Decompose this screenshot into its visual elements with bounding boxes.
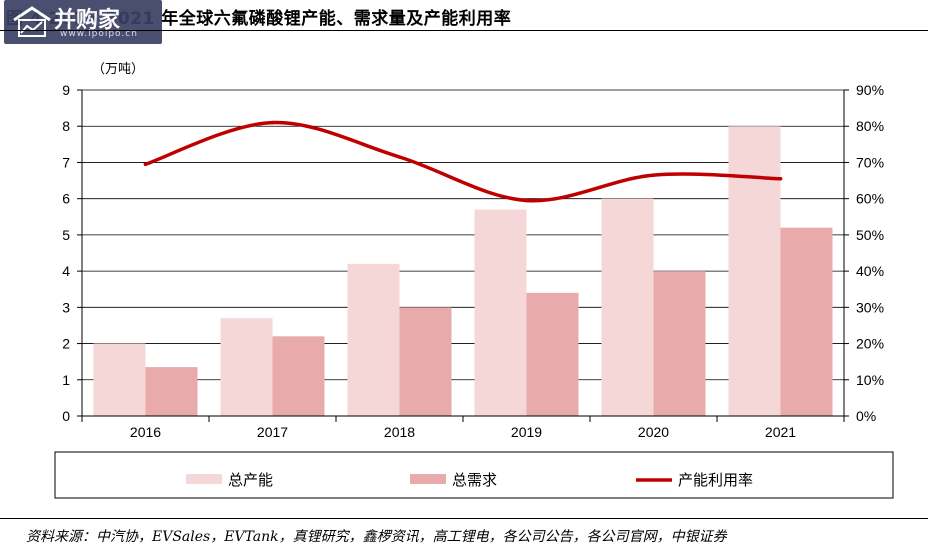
bar-demand-2020 xyxy=(653,271,706,416)
title-divider xyxy=(0,30,928,31)
y-left-tick-label: 1 xyxy=(62,372,70,388)
y-right-tick-label: 30% xyxy=(856,299,884,315)
legend-label-1: 总需求 xyxy=(452,472,497,489)
tick-labels-group: 01234567890%10%20%30%40%50%60%70%80%90%2… xyxy=(62,82,884,440)
utilization-point-2016 xyxy=(143,162,148,167)
house-chart-icon xyxy=(13,6,51,37)
y-right-tick-label: 90% xyxy=(856,82,884,98)
x-tick-label: 2019 xyxy=(511,424,542,440)
y-right-tick-label: 0% xyxy=(856,408,876,424)
x-tick-label: 2017 xyxy=(257,424,288,440)
x-tick-label: 2021 xyxy=(765,424,796,440)
watermark-brand: 并购家 xyxy=(54,8,121,33)
y-right-tick-label: 70% xyxy=(856,154,884,170)
chart-area: 01234567890%10%20%30%40%50%60%70%80%90%2… xyxy=(54,61,894,499)
y-left-tick-label: 4 xyxy=(62,263,70,279)
y-left-tick-label: 7 xyxy=(62,154,70,170)
y-left-unit-label: （万吨） xyxy=(92,61,144,76)
y-right-tick-label: 60% xyxy=(856,191,884,207)
y-left-tick-label: 3 xyxy=(62,299,70,315)
bar-demand-2016 xyxy=(145,367,198,416)
bar-capacity-2017 xyxy=(220,318,273,416)
bar-demand-2017 xyxy=(272,336,325,416)
x-tick-label: 2016 xyxy=(130,424,161,440)
bar-capacity-2021 xyxy=(728,126,781,416)
y-left-tick-label: 5 xyxy=(62,227,70,243)
legend-swatch-1 xyxy=(410,474,446,484)
utilization-point-2018 xyxy=(397,155,402,159)
y-left-tick-label: 9 xyxy=(62,82,70,98)
bar-demand-2021 xyxy=(780,227,833,416)
source-divider xyxy=(0,518,928,519)
legend-box xyxy=(54,451,894,499)
bar-capacity-2018 xyxy=(347,263,400,416)
utilization-point-2020 xyxy=(651,173,656,177)
legend-label-2: 产能利用率 xyxy=(678,472,753,489)
y-left-tick-label: 0 xyxy=(62,408,70,424)
y-right-tick-label: 80% xyxy=(856,118,884,134)
y-left-tick-label: 8 xyxy=(62,118,70,134)
utilization-point-2019 xyxy=(524,198,529,203)
x-tick-label: 2020 xyxy=(638,424,669,440)
watermark-logo: 并购家 www.ipoipo.cn xyxy=(4,0,162,44)
y-right-tick-label: 10% xyxy=(856,372,884,388)
y-right-tick-label: 20% xyxy=(856,336,884,352)
source-note: 资料来源：中汽协，EVSales，EVTank，真锂研究，鑫椤资讯，高工锂电，各… xyxy=(26,529,727,545)
gridlines xyxy=(82,89,844,381)
bar-capacity-2020 xyxy=(601,198,654,416)
bar-demand-2018 xyxy=(399,307,452,416)
bar-capacity-2016 xyxy=(93,343,146,416)
bar-demand-2019 xyxy=(526,292,579,416)
utilization-point-2017 xyxy=(270,120,275,125)
axes-group xyxy=(77,89,849,422)
legend: 总产能 总需求 产能利用率 xyxy=(54,451,894,499)
y-right-tick-label: 50% xyxy=(856,227,884,243)
watermark-url: www.ipoipo.cn xyxy=(60,29,138,39)
utilization-line xyxy=(143,120,783,203)
bar-capacity-2019 xyxy=(474,209,527,416)
utilization-point-2021 xyxy=(778,176,783,181)
legend-label-0: 总产能 xyxy=(228,472,273,489)
legend-swatch-0 xyxy=(186,474,222,484)
x-tick-label: 2018 xyxy=(384,424,415,440)
line-series-group xyxy=(143,120,783,203)
y-right-tick-label: 40% xyxy=(856,263,884,279)
y-left-tick-label: 6 xyxy=(62,191,70,207)
y-left-tick-label: 2 xyxy=(62,336,70,352)
